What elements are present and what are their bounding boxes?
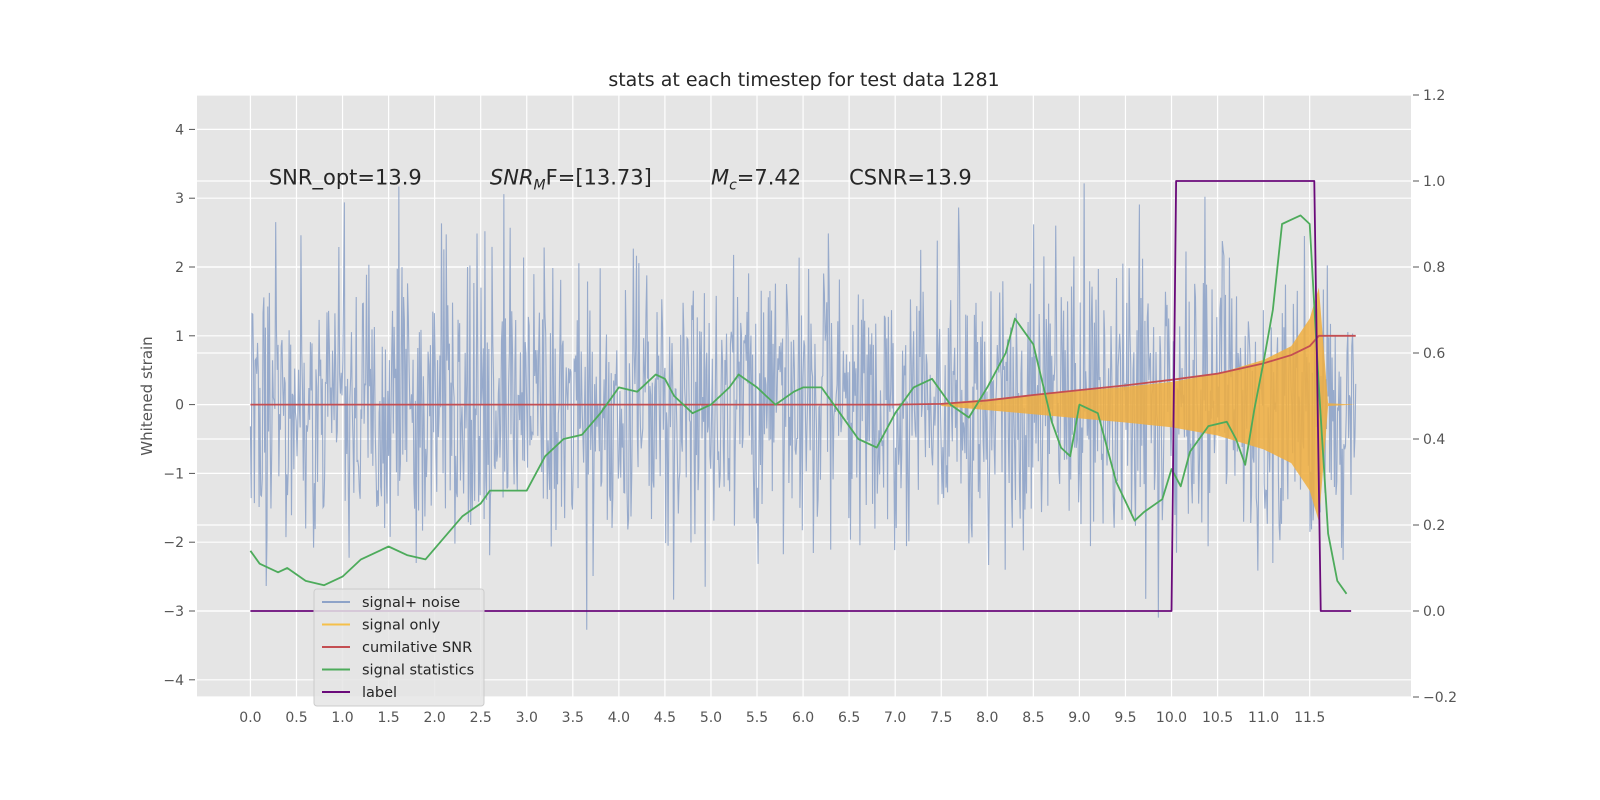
x-tick-label: 2.0 xyxy=(424,710,446,726)
x-tick-label: 9.0 xyxy=(1068,710,1090,726)
annotation-text: SNR_opt=13.9 xyxy=(269,166,422,191)
signal-statistics-line xyxy=(249,214,1348,595)
signal-only-series xyxy=(941,287,1356,522)
annotation-text: Mc=7.42 xyxy=(711,166,801,194)
x-tick-label: 1.5 xyxy=(377,710,399,726)
x-tick-label: 3.0 xyxy=(516,710,538,726)
x-tick-label: 4.0 xyxy=(608,710,630,726)
annotation-text: CSNR=13.9 xyxy=(849,166,972,190)
legend-label: signal only xyxy=(362,618,441,634)
x-tick-label: 5.5 xyxy=(746,710,768,726)
y-tick-label: 1 xyxy=(175,329,184,345)
signal-only-envelope xyxy=(941,287,1356,522)
x-tick-label: 11.0 xyxy=(1248,710,1279,726)
legend-label: signal+ noise xyxy=(362,595,460,611)
x-tick-label: 8.0 xyxy=(976,710,998,726)
y-tick-label: −4 xyxy=(163,673,184,689)
legend-label: cumilative SNR xyxy=(362,640,472,656)
line-series xyxy=(249,180,1356,612)
chart-title: stats at each timestep for test data 128… xyxy=(608,69,999,91)
x-tick-label: 10.0 xyxy=(1156,710,1187,726)
x-tick-label: 10.5 xyxy=(1202,710,1233,726)
x-tick-label: 4.5 xyxy=(654,710,676,726)
x-tick-label: 1.0 xyxy=(331,710,353,726)
y2-tick-label: 0.6 xyxy=(1423,346,1445,362)
y2-tick-label: 1.0 xyxy=(1423,174,1445,190)
y2-tick-label: 1.2 xyxy=(1423,88,1445,104)
y2-tick-label: 0.0 xyxy=(1423,604,1445,620)
x-axis-ticks: 0.0 0.5 1.0 1.5 2.0 2.5 3.0 3.5 4.0 4.5 5.0 5.5 6.0 6… xyxy=(239,710,1325,726)
x-tick-label: 11.5 xyxy=(1294,710,1325,726)
x-tick-label: 6.5 xyxy=(838,710,860,726)
annotations: SNR_opt=13.9 SNRMF=[13.73] Mc=7.42 CSNR=13.… xyxy=(269,166,972,194)
x-tick-label: 0.0 xyxy=(239,710,261,726)
y-tick-label: 0 xyxy=(175,398,184,414)
legend-label: label xyxy=(362,685,397,701)
x-tick-label: 5.0 xyxy=(700,710,722,726)
x-tick-label: 9.5 xyxy=(1114,710,1136,726)
y2-tick-label: 0.8 xyxy=(1423,260,1445,276)
x-tick-label: 3.5 xyxy=(562,710,584,726)
y-axis-label: Whitened strain xyxy=(138,336,156,455)
y2-tick-label: −0.2 xyxy=(1423,690,1457,706)
y2-axis-ticks: 1.2 1.0 0.8 0.6 0.4 0.2 0.0 −0.2 xyxy=(1413,88,1457,706)
y-tick-label: 4 xyxy=(175,122,184,138)
y-tick-label: 2 xyxy=(175,260,184,276)
y-axis-ticks: 4 3 2 1 0 −1 −2 −3 −4 xyxy=(163,122,195,689)
y2-tick-label: 0.4 xyxy=(1423,432,1445,448)
annotation-text: SNRMF=[13.73] xyxy=(490,166,652,194)
y-tick-label: −2 xyxy=(163,535,184,551)
label-line xyxy=(250,180,1352,612)
legend-label: signal statistics xyxy=(362,663,474,679)
signal-plus-noise-series xyxy=(249,183,1357,630)
x-tick-label: 0.5 xyxy=(285,710,307,726)
signal-plus-noise-line xyxy=(249,183,1357,630)
legend-box xyxy=(313,588,485,707)
x-tick-label: 6.0 xyxy=(792,710,814,726)
y-tick-label: −1 xyxy=(163,466,184,482)
y-tick-label: −3 xyxy=(163,604,184,620)
x-tick-label: 7.0 xyxy=(884,710,906,726)
legend: signal+ noise signal only cumilative SNR si… xyxy=(313,588,485,707)
y2-tick-label: 0.2 xyxy=(1423,518,1445,534)
x-tick-label: 8.5 xyxy=(1022,710,1044,726)
x-tick-label: 2.5 xyxy=(470,710,492,726)
x-tick-label: 7.5 xyxy=(930,710,952,726)
y-tick-label: 3 xyxy=(175,191,184,207)
